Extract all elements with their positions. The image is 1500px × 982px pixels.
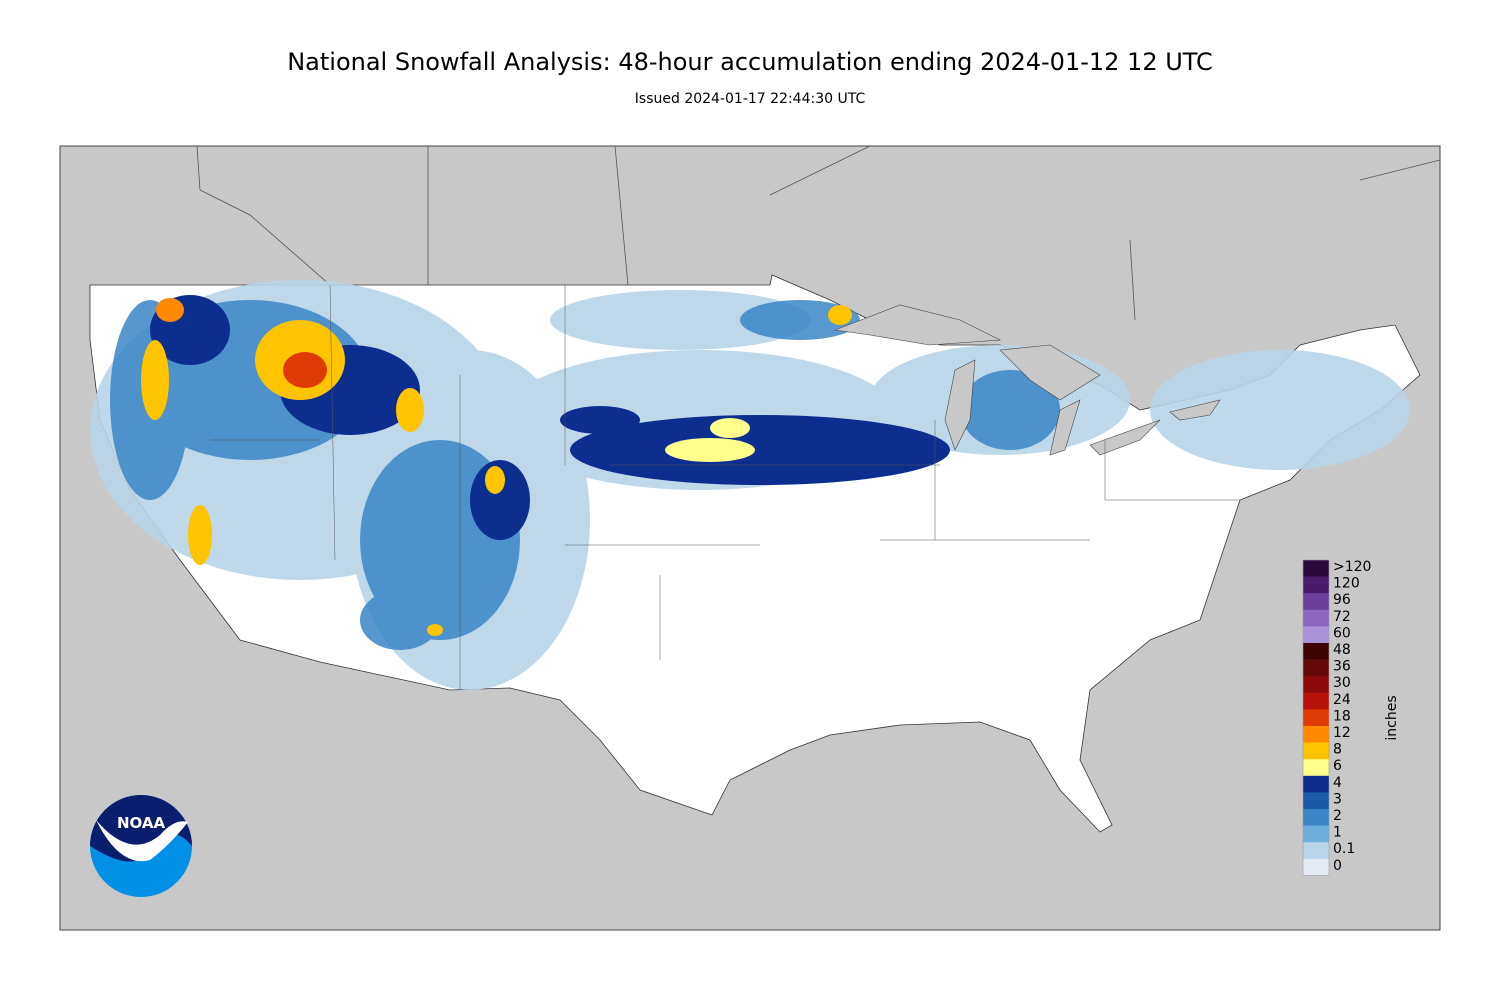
legend-swatch bbox=[1303, 576, 1329, 594]
legend-swatch bbox=[1303, 742, 1329, 760]
lakes bbox=[833, 304, 1221, 456]
legend-swatch bbox=[1303, 842, 1329, 860]
legend-swatch bbox=[1303, 825, 1329, 843]
legend-swatch bbox=[1303, 626, 1329, 644]
legend-label: 2 bbox=[1333, 808, 1342, 824]
legend-label: 4 bbox=[1333, 775, 1342, 791]
title: National Snowfall Analysis: 48-hour accu… bbox=[287, 48, 1213, 76]
legend-label: 96 bbox=[1333, 592, 1351, 608]
legend-label: >120 bbox=[1333, 559, 1371, 575]
state-borders bbox=[210, 284, 1240, 690]
noaa-logo: NOAA bbox=[90, 795, 192, 897]
legend-unit: inches bbox=[1384, 695, 1400, 740]
legend-swatch bbox=[1303, 676, 1329, 694]
snow-extreme bbox=[141, 298, 852, 636]
legend-label: 120 bbox=[1333, 576, 1360, 592]
province-borders bbox=[196, 145, 1441, 321]
legend-label: 48 bbox=[1333, 642, 1351, 658]
legend-swatch bbox=[1303, 643, 1329, 660]
legend-label: 12 bbox=[1333, 725, 1351, 741]
legend-swatch bbox=[1303, 709, 1329, 727]
legend-label: 24 bbox=[1333, 692, 1351, 708]
legend-label: 3 bbox=[1333, 791, 1342, 807]
legend-label: 18 bbox=[1333, 708, 1351, 724]
legend-label: 1 bbox=[1333, 825, 1342, 841]
legend-swatch bbox=[1303, 593, 1329, 611]
legend-swatch bbox=[1303, 759, 1329, 777]
legend-swatch bbox=[1303, 560, 1329, 577]
legend-swatch bbox=[1303, 726, 1329, 743]
legend-swatch bbox=[1303, 692, 1329, 710]
legend-swatch bbox=[1303, 809, 1329, 826]
legend-swatch bbox=[1303, 609, 1329, 627]
legend-label: 6 bbox=[1333, 758, 1342, 774]
legend-label: 36 bbox=[1333, 659, 1351, 675]
legend-label: 8 bbox=[1333, 742, 1342, 758]
legend-swatch bbox=[1303, 792, 1329, 810]
legend-swatch bbox=[1303, 858, 1329, 876]
logo-text: NOAA bbox=[117, 814, 166, 832]
map bbox=[59, 145, 1441, 931]
legend-swatch bbox=[1303, 775, 1329, 793]
legend-label: 72 bbox=[1333, 609, 1351, 625]
legend-swatch bbox=[1303, 659, 1329, 677]
legend-frame bbox=[1302, 559, 1330, 876]
legend-label: 30 bbox=[1333, 675, 1351, 691]
subtitle: Issued 2024-01-17 22:44:30 UTC bbox=[635, 91, 866, 107]
legend-label: 60 bbox=[1333, 625, 1351, 641]
legend-label: 0.1 bbox=[1333, 841, 1355, 857]
legend-label: 0 bbox=[1333, 858, 1342, 874]
